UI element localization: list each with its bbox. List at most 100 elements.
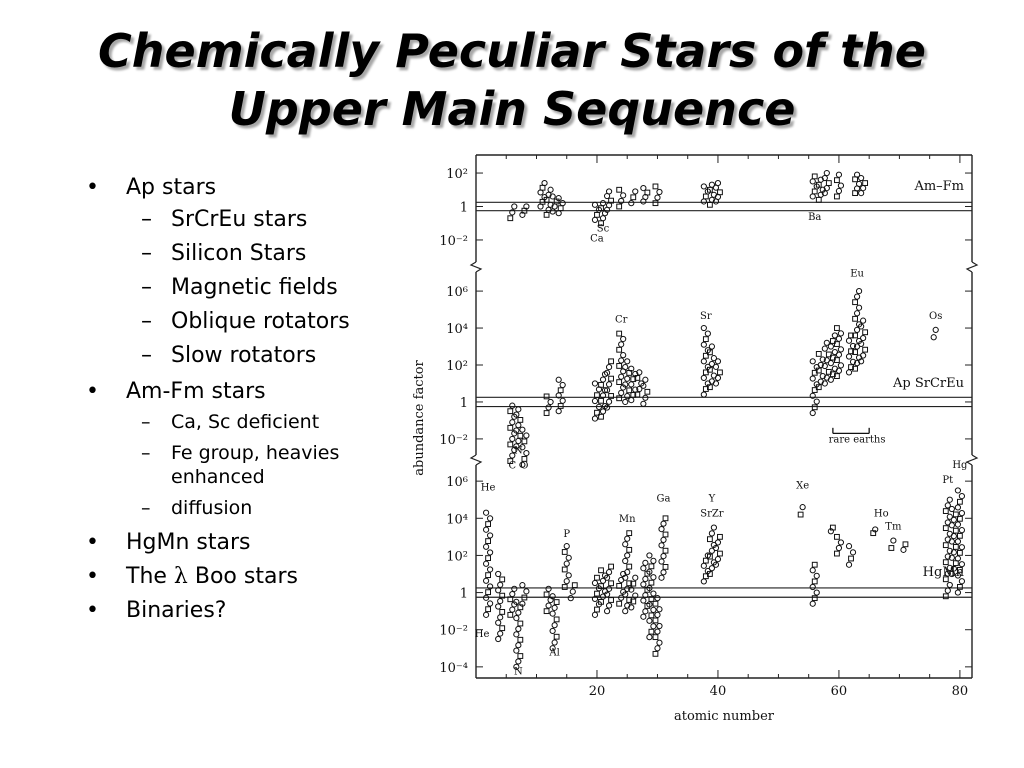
- data-point: [513, 598, 520, 605]
- slide-title-line-2: Upper Main Sequence: [228, 82, 796, 136]
- data-point: [799, 504, 806, 511]
- data-point: [942, 525, 949, 532]
- data-point: [957, 566, 963, 573]
- data-point: [603, 574, 611, 581]
- lambda-prefix: The: [126, 564, 174, 589]
- data-point: [543, 393, 550, 400]
- data-point: [517, 653, 524, 659]
- data-point: [545, 404, 552, 411]
- data-point: [658, 558, 665, 565]
- element-label: C: [508, 460, 516, 471]
- data-point: [519, 426, 526, 433]
- element-label: P: [563, 529, 570, 540]
- element-label: Ca: [590, 234, 604, 245]
- data-point: [515, 437, 522, 445]
- data-point: [545, 585, 552, 592]
- data-point: [594, 211, 600, 218]
- data-point: [515, 406, 522, 413]
- data-point: [485, 538, 491, 544]
- element-label: Ga: [657, 494, 671, 505]
- data-point: [656, 606, 663, 613]
- data-point: [549, 193, 556, 200]
- data-point: [624, 393, 631, 400]
- element-label: Ho: [874, 508, 889, 519]
- data-point: [849, 358, 857, 365]
- data-point: [519, 582, 526, 589]
- data-point: [817, 191, 824, 198]
- data-point: [513, 663, 520, 670]
- data-point: [543, 608, 550, 615]
- data-point: [618, 197, 625, 205]
- data-point: [845, 369, 853, 376]
- data-point: [946, 581, 953, 589]
- data-point: [660, 569, 667, 576]
- data-point: [813, 572, 820, 579]
- data-point: [555, 408, 562, 415]
- data-point: [656, 639, 663, 646]
- data-point: [591, 201, 599, 208]
- data-point: [497, 597, 504, 605]
- element-label: Eu: [850, 268, 864, 279]
- element-label: Os: [929, 311, 942, 322]
- data-point: [646, 634, 653, 641]
- data-point: [707, 349, 713, 356]
- data-point: [618, 594, 625, 601]
- data-point: [809, 600, 816, 607]
- data-point: [811, 595, 818, 602]
- data-point: [853, 171, 861, 178]
- data-point: [712, 544, 720, 552]
- sub-bullet-fe-group: Fe group, heavies enhanced: [86, 441, 386, 489]
- data-point: [858, 340, 865, 347]
- data-point: [852, 315, 858, 322]
- element-label: N: [514, 446, 523, 457]
- data-point: [616, 600, 623, 607]
- data-point: [825, 180, 832, 186]
- data-point: [644, 570, 651, 577]
- sub-bullet-diffusion: diffusion: [86, 496, 386, 520]
- data-point: [517, 432, 524, 439]
- data-point: [485, 521, 491, 527]
- data-point: [486, 549, 494, 556]
- data-point: [700, 562, 707, 569]
- data-point: [549, 627, 556, 635]
- data-point: [860, 184, 867, 192]
- data-point: [509, 435, 516, 443]
- data-point: [930, 334, 937, 341]
- data-point: [707, 201, 713, 208]
- data-point: [598, 567, 604, 574]
- data-point: [702, 557, 709, 564]
- data-point: [485, 572, 491, 579]
- data-point: [591, 397, 599, 405]
- data-point: [809, 193, 816, 200]
- data-point: [660, 520, 667, 527]
- data-point: [485, 589, 491, 596]
- data-point: [543, 410, 550, 416]
- data-point: [707, 536, 713, 543]
- element-label: Mn: [619, 514, 636, 525]
- data-point: [862, 329, 869, 336]
- data-point: [599, 577, 607, 584]
- data-point: [482, 543, 490, 550]
- data-point: [821, 190, 828, 197]
- data-point: [622, 591, 629, 598]
- data-point: [700, 391, 707, 398]
- data-point: [608, 197, 614, 204]
- data-point: [656, 188, 663, 196]
- data-point: [545, 191, 552, 198]
- data-point: [957, 498, 963, 505]
- data-point: [714, 358, 722, 365]
- data-point: [849, 549, 857, 556]
- data-point: [640, 613, 647, 620]
- element-label: Cr: [615, 315, 628, 326]
- data-point: [559, 397, 566, 404]
- data-point: [702, 386, 709, 392]
- element-label: N: [514, 666, 523, 677]
- data-point: [626, 546, 633, 553]
- data-point: [946, 564, 953, 571]
- data-point: [640, 382, 647, 389]
- data-point: [948, 505, 955, 513]
- data-point: [626, 387, 633, 394]
- data-point: [707, 553, 713, 560]
- data-point: [598, 205, 604, 212]
- data-point: [855, 287, 863, 295]
